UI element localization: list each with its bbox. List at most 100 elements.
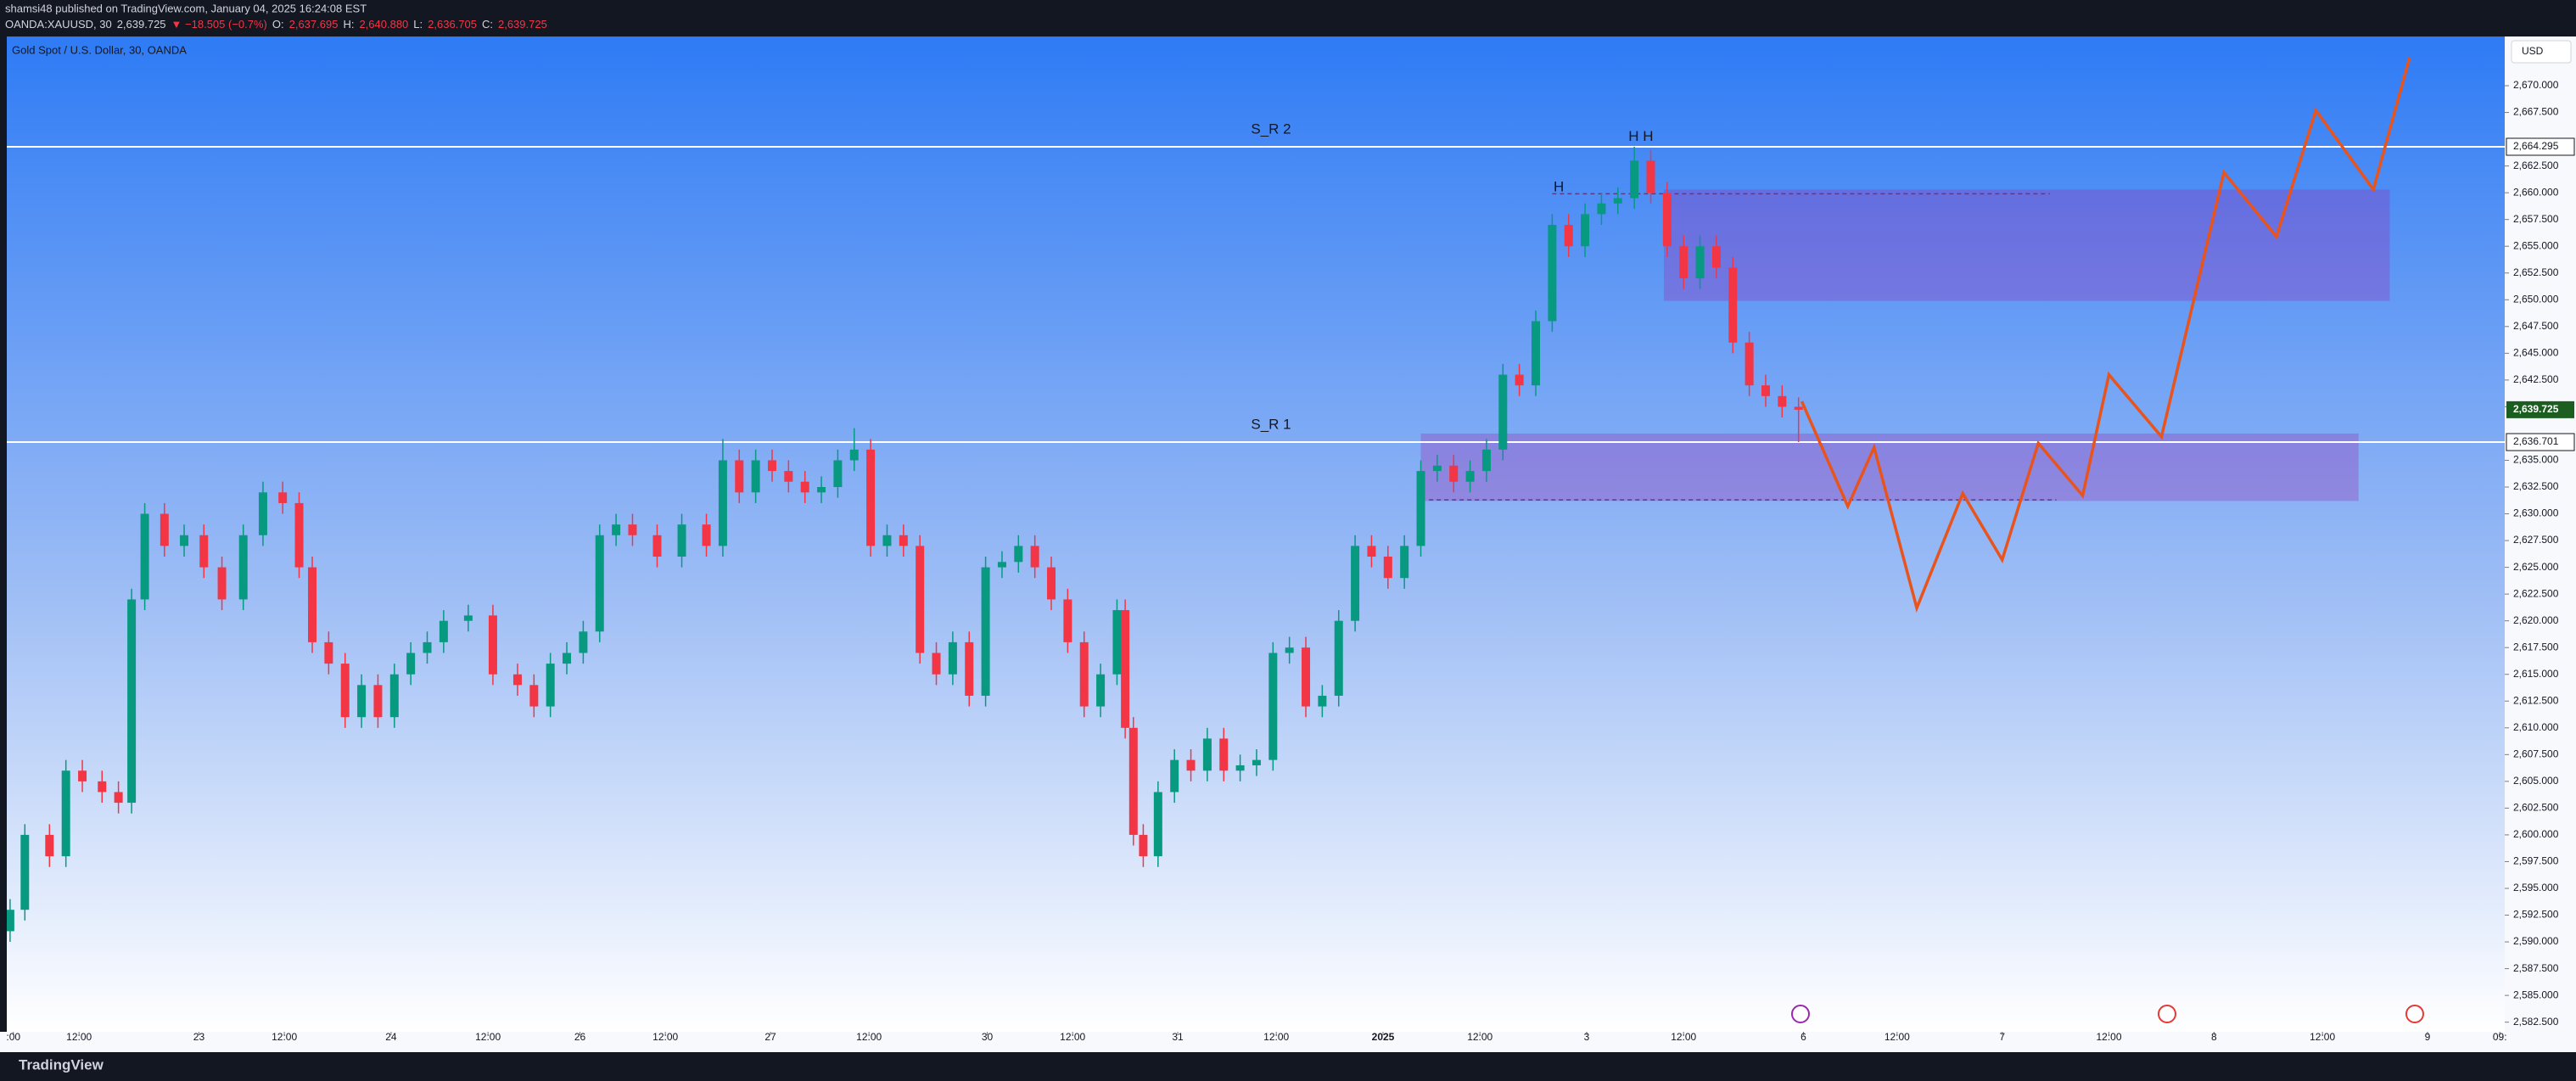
x-tick-label: 24 <box>385 1031 397 1043</box>
candle-body <box>1112 610 1122 675</box>
x-tick-label: 12:00 <box>1671 1031 1696 1043</box>
event-icon[interactable] <box>1791 1005 1810 1023</box>
y-tick-label: 2,615.000 <box>2513 668 2559 680</box>
x-tick-label: 12:00 <box>66 1031 92 1043</box>
plot-layer: S_R 2 S_R 1 H H H <box>7 57 2505 943</box>
candle-body <box>563 653 572 664</box>
y-tick-label: 2,600.000 <box>2513 828 2559 840</box>
candle-body <box>406 653 416 675</box>
x-tick-label: 12:00 <box>2097 1031 2122 1043</box>
event-icon[interactable] <box>2405 1005 2424 1023</box>
zone <box>1663 189 2390 301</box>
candle-body <box>1170 759 1179 793</box>
ohlc-piece: C: <box>482 18 493 31</box>
zone <box>1420 433 2359 501</box>
candle-body <box>849 449 859 461</box>
currency-box[interactable] <box>2511 40 2572 64</box>
y-tick-label: 2,612.500 <box>2513 694 2559 706</box>
candle-body <box>140 513 149 600</box>
candle-body <box>1235 765 1245 771</box>
candle-body <box>1778 395 1787 407</box>
x-tick-label: 12:00 <box>1263 1031 1289 1043</box>
ohlc-line: OANDA:XAUUSD, 30 2,639.725 ▼ −18.505 (−0.7… <box>5 18 547 31</box>
ohlc-piece: 2,639.725 <box>117 18 166 31</box>
sr-name: S_R 2 <box>1251 120 1291 137</box>
ohlc-piece: O: <box>272 18 284 31</box>
y-tick-label: 2,660.000 <box>2513 186 2559 198</box>
candle-body <box>1597 203 1606 215</box>
candle-body <box>373 685 383 718</box>
last-price-box <box>2506 400 2574 418</box>
candle-body <box>1794 406 1803 410</box>
y-tick-label: 2,632.500 <box>2513 480 2559 492</box>
y-tick-label: 2,655.000 <box>2513 239 2559 251</box>
y-tick-label: 2,617.500 <box>2513 641 2559 653</box>
candle-body <box>833 460 843 488</box>
x-tick-label: 7 <box>1999 1031 2005 1043</box>
candle-body <box>882 535 892 546</box>
ohlc-piece: 2,637.695 <box>289 18 339 31</box>
candle-body <box>217 567 227 600</box>
ohlc-piece: H: <box>343 18 354 31</box>
candle-body <box>866 449 876 546</box>
y-tick-label: 2,585.000 <box>2513 989 2559 1000</box>
candle-body <box>1744 342 1754 386</box>
x-tick-label: :00 <box>6 1031 20 1043</box>
chart-title: Gold Spot / U.S. Dollar, 30, OANDA <box>12 43 187 56</box>
candle-body <box>735 460 744 493</box>
x-tick-label: 27 <box>764 1031 776 1043</box>
candle-body <box>45 834 54 857</box>
candle-body <box>1285 647 1294 653</box>
candle-body <box>1079 641 1089 707</box>
candle-body <box>439 620 448 642</box>
candle-body <box>1630 160 1639 199</box>
candle-body <box>98 781 107 793</box>
x-tick-label: 6 <box>1800 1031 1806 1043</box>
candle-body <box>389 674 399 718</box>
candle-body <box>1030 546 1039 568</box>
price-axis <box>2505 36 2576 1052</box>
candle-body <box>997 562 1006 568</box>
candle-body <box>932 653 941 675</box>
candle-body <box>718 460 727 546</box>
candle-body <box>1564 224 1573 247</box>
candle-body <box>294 502 304 568</box>
candle-body <box>180 535 189 546</box>
candle-body <box>114 792 123 804</box>
candle-body <box>1548 224 1557 322</box>
event-icon[interactable] <box>2158 1005 2176 1023</box>
pattern-note: H H <box>1628 128 1653 144</box>
candle-body <box>1128 727 1138 835</box>
candle-body <box>61 770 70 857</box>
candle-body <box>1252 759 1261 765</box>
candle-body <box>1416 471 1425 546</box>
candle-body <box>258 492 267 535</box>
candle-body <box>1711 246 1721 268</box>
x-tick-label: 12:00 <box>1884 1031 1910 1043</box>
candle-body <box>1096 674 1106 707</box>
candle-body <box>20 834 30 910</box>
footer-bar <box>0 1052 2576 1081</box>
candle-body <box>1400 546 1409 579</box>
candle-body <box>357 685 367 718</box>
ohlc-piece: 2,640.880 <box>359 18 408 31</box>
candle-body <box>1219 738 1229 771</box>
ohlc-piece: L: <box>413 18 423 31</box>
x-tick-label: 12:00 <box>1060 1031 1085 1043</box>
x-tick-label: 12:00 <box>475 1031 501 1043</box>
candle-body <box>1334 620 1343 696</box>
candle-body <box>1761 385 1770 396</box>
candle-body <box>948 641 957 675</box>
candle-body <box>628 524 637 535</box>
y-tick-label: 2,582.500 <box>2513 1016 2559 1028</box>
candle-body <box>1581 214 1590 247</box>
y-tick-label: 2,642.500 <box>2513 373 2559 385</box>
candle-body <box>1063 599 1072 642</box>
candle-body <box>160 513 169 546</box>
candle-body <box>1351 546 1360 621</box>
x-tick-label: 3 <box>1584 1031 1590 1043</box>
x-tick-label: 8 <box>2211 1031 2217 1043</box>
candle-body <box>1515 374 1524 386</box>
y-tick-label: 2,610.000 <box>2513 721 2559 733</box>
x-tick-label: 9 <box>2425 1031 2431 1043</box>
